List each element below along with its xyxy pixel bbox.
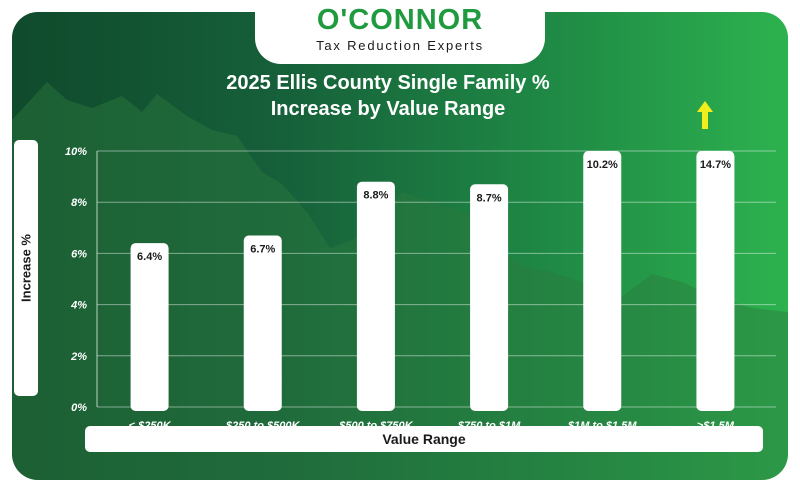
bar — [470, 184, 509, 411]
x-axis-label: Value Range — [382, 431, 466, 447]
bar — [130, 243, 169, 411]
data-label: 10.2% — [587, 159, 618, 171]
logo: O'CONNOR Tax Reduction Experts — [255, 0, 545, 64]
logo-tagline: Tax Reduction Experts — [316, 38, 484, 53]
bar — [696, 151, 735, 411]
x-axis-label-box — [85, 426, 763, 452]
y-tick-label: 4% — [70, 300, 87, 312]
data-label: 6.7% — [250, 243, 275, 255]
y-axis-label-box — [14, 140, 38, 396]
data-label: 14.7% — [700, 159, 731, 171]
y-tick-label: 6% — [71, 248, 87, 260]
chart-title-line-2: Increase by Value Range — [270, 98, 506, 120]
data-label: 8.8% — [363, 190, 388, 202]
y-tick-label: 8% — [71, 197, 87, 209]
data-label: 6.4% — [137, 251, 162, 263]
bar — [356, 181, 395, 411]
chart-title-line-1: 2025 Ellis County Single Family % — [226, 72, 550, 94]
chart-title: 2025 Ellis County Single Family % Increa… — [188, 70, 588, 122]
bar — [243, 235, 282, 411]
bar — [583, 151, 622, 411]
logo-name: O'CONNOR — [316, 4, 484, 36]
y-tick-label: 0% — [71, 402, 87, 414]
y-tick-label: 10% — [65, 146, 87, 158]
y-tick-label: 2% — [70, 351, 87, 363]
up-arrow-icon — [697, 101, 713, 129]
data-label: 8.7% — [477, 192, 502, 204]
